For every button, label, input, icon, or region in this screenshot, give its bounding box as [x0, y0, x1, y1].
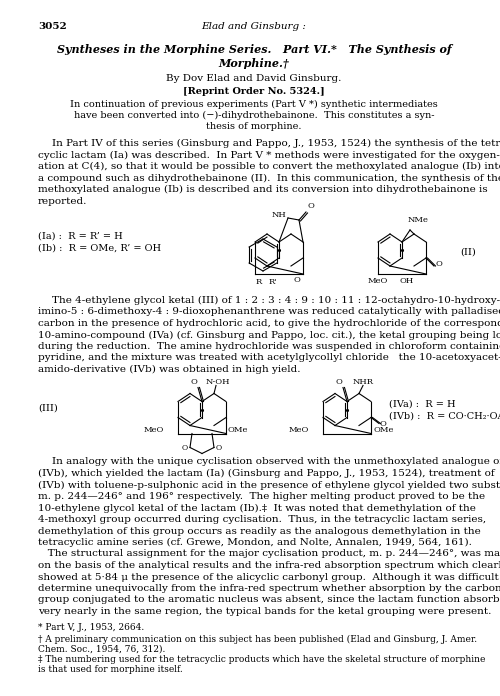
Text: methoxylated analogue (Ib) is described and its conversion into dihydrothebainon: methoxylated analogue (Ib) is described …	[38, 185, 488, 194]
Text: ‡ The numbering used for the tetracyclic products which have the skeletal struct: ‡ The numbering used for the tetracyclic…	[38, 654, 486, 663]
Text: MeO: MeO	[368, 277, 388, 285]
Text: during the reduction.  The amine hydrochloride was suspended in chloroform conta: during the reduction. The amine hydrochl…	[38, 342, 500, 351]
Text: O: O	[380, 420, 387, 427]
Text: O: O	[435, 260, 442, 268]
Text: In analogy with the unique cyclisation observed with the unmethoxylated analogue: In analogy with the unique cyclisation o…	[52, 457, 500, 466]
Text: (IVa) :  R = H: (IVa) : R = H	[389, 400, 456, 409]
Text: † A preliminary communication on this subject has been published (Elad and Ginsb: † A preliminary communication on this su…	[38, 635, 477, 644]
Text: pyridine, and the mixture was treated with acetylglycollyl chloride   the 10-ace: pyridine, and the mixture was treated wi…	[38, 354, 500, 363]
Text: The 4-ethylene glycol ketal (III) of 1 : 2 : 3 : 4 : 9 : 10 : 11 : 12-octahydro-: The 4-ethylene glycol ketal (III) of 1 :…	[52, 296, 500, 305]
Text: O: O	[307, 202, 314, 210]
Text: O: O	[294, 276, 300, 284]
Text: demethylation of this group occurs as readily as the analogous demethylation in : demethylation of this group occurs as re…	[38, 526, 481, 535]
Text: MeO: MeO	[288, 425, 309, 434]
Text: In continuation of previous experiments (Part V *) synthetic intermediates: In continuation of previous experiments …	[70, 100, 438, 109]
Text: OH: OH	[400, 277, 414, 285]
Text: m. p. 244—246° and 196° respectively.  The higher melting product proved to be t: m. p. 244—246° and 196° respectively. Th…	[38, 492, 485, 501]
Text: NMe: NMe	[408, 216, 428, 224]
Text: 10-ethylene glycol ketal of the lactam (Ib).‡  It was noted that demethylation o: 10-ethylene glycol ketal of the lactam (…	[38, 503, 476, 513]
Text: very nearly in the same region, the typical bands for the ketal grouping were pr: very nearly in the same region, the typi…	[38, 607, 492, 616]
Text: 4-methoxyl group occurred during cyclisation.  Thus, in the tetracyclic lactam s: 4-methoxyl group occurred during cyclisa…	[38, 515, 486, 524]
Text: cyclic lactam (Ia) was described.  In Part V * methods were investigated for the: cyclic lactam (Ia) was described. In Par…	[38, 150, 500, 159]
Text: NH: NH	[271, 211, 286, 219]
Text: amido-derivative (IVb) was obtained in high yield.: amido-derivative (IVb) was obtained in h…	[38, 365, 300, 374]
Text: imino-5 : 6-dimethoxy-4 : 9-dioxophenanthrene was reduced catalytically with pal: imino-5 : 6-dimethoxy-4 : 9-dioxophenant…	[38, 308, 500, 317]
Text: Syntheses in the Morphine Series.   Part VI.*   The Synthesis of: Syntheses in the Morphine Series. Part V…	[56, 44, 452, 55]
Text: By Dov Elad and David Ginsburg.: By Dov Elad and David Ginsburg.	[166, 74, 342, 83]
Text: O: O	[336, 377, 342, 386]
Text: OMe: OMe	[373, 425, 394, 434]
Text: carbon in the presence of hydrochloric acid, to give the hydrochloride of the co: carbon in the presence of hydrochloric a…	[38, 319, 500, 328]
Text: O: O	[216, 443, 222, 452]
Text: determine unequivocally from the infra-red spectrum whether absorption by the ca: determine unequivocally from the infra-r…	[38, 584, 500, 593]
Text: ation at C(4), so that it would be possible to convert the methoxylated analogue: ation at C(4), so that it would be possi…	[38, 162, 500, 171]
Text: O: O	[182, 443, 188, 452]
Text: OMe: OMe	[228, 425, 248, 434]
Text: 3052: 3052	[38, 22, 67, 31]
Text: NHR: NHR	[352, 377, 374, 386]
Text: O: O	[190, 377, 198, 386]
Text: R': R'	[268, 278, 278, 286]
Text: have been converted into (−)-dihydrothebainone.  This constitutes a syn-: have been converted into (−)-dihydrotheb…	[74, 111, 434, 120]
Text: [Reprint Order No. 5324.]: [Reprint Order No. 5324.]	[183, 87, 325, 96]
Text: tetracyclic amine series (cf. Grewe, Mondon, and Nolte, Annalen, 1949, 564, 161): tetracyclic amine series (cf. Grewe, Mon…	[38, 538, 472, 547]
Text: Elad and Ginsburg :: Elad and Ginsburg :	[202, 22, 306, 31]
Text: (IVb) with toluene-p-sulphonic acid in the presence of ethylene glycol yielded t: (IVb) with toluene-p-sulphonic acid in t…	[38, 480, 500, 489]
Text: on the basis of the analytical results and the infra-red absorption spectrum whi: on the basis of the analytical results a…	[38, 561, 500, 570]
Text: (Ia) :  R = R’ = H: (Ia) : R = R’ = H	[38, 232, 123, 241]
Text: thesis of morphine.: thesis of morphine.	[206, 122, 302, 131]
Text: Chem. Soc., 1954, 76, 312).: Chem. Soc., 1954, 76, 312).	[38, 644, 166, 654]
Text: MeO: MeO	[144, 425, 164, 434]
Text: * Part V, J., 1953, 2664.: * Part V, J., 1953, 2664.	[38, 624, 144, 633]
Text: The structural assignment for the major cyclisation product, m. p. 244—246°, was: The structural assignment for the major …	[38, 550, 500, 558]
Text: showed at 5·84 μ the presence of the alicyclic carbonyl group.  Although it was : showed at 5·84 μ the presence of the ali…	[38, 573, 500, 581]
Text: N-OH: N-OH	[206, 377, 230, 386]
Text: is that used for morphine itself.: is that used for morphine itself.	[38, 665, 183, 674]
Text: 10-amino-compound (IVa) (cf. Ginsburg and Pappo, loc. cit.), the ketal grouping : 10-amino-compound (IVa) (cf. Ginsburg an…	[38, 331, 500, 340]
Text: group conjugated to the aromatic nucleus was absent, since the lactam function a: group conjugated to the aromatic nucleus…	[38, 596, 500, 605]
Text: (IVb) :  R = CO·CH₂·OAc: (IVb) : R = CO·CH₂·OAc	[389, 411, 500, 420]
Text: reported.: reported.	[38, 196, 88, 205]
Text: (II): (II)	[460, 248, 476, 257]
Text: (IVb), which yielded the lactam (Ia) (Ginsburg and Pappo, J., 1953, 1524), treat: (IVb), which yielded the lactam (Ia) (Gi…	[38, 469, 494, 478]
Text: In Part IV of this series (Ginsburg and Pappo, J., 1953, 1524) the synthesis of : In Part IV of this series (Ginsburg and …	[52, 139, 500, 148]
Text: (III): (III)	[38, 404, 58, 413]
Text: (Ib) :  R = OMe, R’ = OH: (Ib) : R = OMe, R’ = OH	[38, 244, 161, 253]
Text: a compound such as dihydrothebainone (II).  In this communication, the synthesis: a compound such as dihydrothebainone (II…	[38, 173, 500, 182]
Text: R: R	[256, 278, 262, 286]
Text: Morphine.†: Morphine.†	[218, 58, 290, 69]
